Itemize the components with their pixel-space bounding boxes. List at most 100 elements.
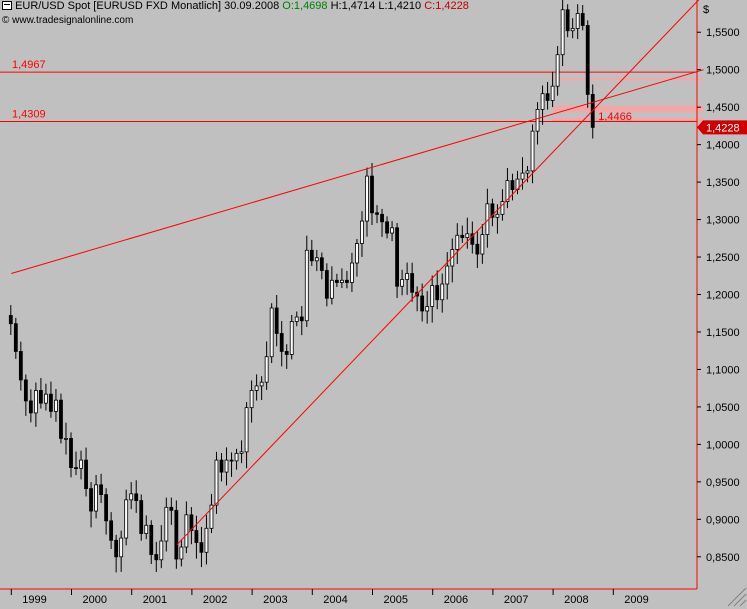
candle-body	[560, 9, 565, 56]
candle-5	[33, 382, 38, 427]
candle-82	[420, 283, 425, 322]
candle-54	[279, 321, 284, 367]
candle-body	[284, 351, 289, 355]
candle-body	[445, 265, 450, 285]
candle-body	[575, 13, 580, 29]
candle-29	[154, 541, 159, 573]
candle-body	[274, 307, 279, 334]
x-tick-label: 2002	[203, 594, 227, 606]
candle-26	[139, 494, 144, 541]
candle-body	[480, 234, 485, 255]
candle-39	[204, 514, 209, 565]
grip-line	[739, 599, 747, 607]
candle-body	[264, 356, 269, 383]
candle-44	[229, 452, 234, 477]
candle-34	[179, 539, 184, 567]
horizontal-lines: 1,4967 1,4309	[0, 59, 697, 122]
candle-body	[289, 321, 294, 355]
candle-83	[425, 291, 430, 324]
zone-1	[553, 105, 704, 113]
candle-body	[169, 506, 174, 511]
candle-64	[329, 266, 334, 305]
candle-99	[505, 167, 510, 209]
candle-body	[370, 175, 374, 214]
candle-76	[390, 221, 394, 242]
candle-body	[339, 279, 344, 283]
candle-body	[84, 459, 88, 489]
candle-body	[355, 243, 359, 264]
candle-body	[309, 249, 314, 262]
candle-1	[13, 317, 18, 359]
candle-109	[555, 46, 560, 96]
candle-body	[89, 488, 93, 512]
candle-body	[545, 93, 550, 101]
high-label: H:	[330, 0, 342, 12]
candle-2	[18, 341, 23, 391]
candle-14	[79, 450, 83, 480]
y-tick-label: 1,2500	[706, 252, 740, 264]
candle-body	[129, 493, 134, 501]
y-tick-label: 1,4500	[706, 102, 740, 114]
grip-line	[733, 593, 747, 607]
candle-body	[410, 273, 415, 293]
candle-35	[184, 501, 189, 554]
x-tick-label: 2005	[384, 594, 408, 606]
candle-body	[380, 213, 384, 223]
candle-94	[480, 224, 485, 264]
candle-43	[224, 447, 229, 486]
x-tick-label: 1999	[22, 594, 46, 606]
y-tick-label: 1,0000	[706, 439, 740, 451]
candle-body	[525, 170, 530, 174]
candle-body	[13, 323, 18, 352]
candle-body	[239, 451, 244, 454]
candle-4	[28, 389, 33, 423]
low-value: 1,4210	[387, 0, 422, 12]
candle-105	[535, 102, 540, 145]
candle-10	[59, 393, 63, 444]
candle-body	[33, 390, 38, 414]
candle-46	[239, 440, 244, 464]
candle-body	[565, 9, 570, 32]
candle-77	[395, 222, 399, 298]
candle-91	[465, 217, 470, 249]
candle-51	[264, 341, 269, 390]
candle-body	[194, 530, 199, 543]
candle-97	[495, 204, 500, 234]
candle-body	[329, 279, 334, 299]
candle-body	[319, 257, 324, 271]
candle-81	[415, 286, 420, 312]
candle-72	[370, 163, 374, 225]
candle-body	[475, 243, 480, 255]
candle-body	[179, 546, 184, 560]
candle-112	[570, 18, 575, 39]
candle-body	[119, 537, 124, 558]
candle-body	[259, 381, 264, 387]
candle-61	[314, 249, 319, 272]
trendline-1	[176, 0, 700, 546]
candle-69	[355, 238, 359, 277]
x-tick-label: 2003	[263, 594, 287, 606]
source-watermark: © www.tradesignalonline.com	[2, 15, 133, 26]
candle-57	[294, 311, 299, 327]
candle-body	[49, 393, 53, 412]
x-tick-label: 2008	[564, 594, 588, 606]
candle-49	[254, 374, 259, 401]
candle-103	[525, 165, 530, 183]
y-tick-label: 1,5000	[706, 65, 740, 77]
candle-body	[184, 514, 189, 548]
candle-body	[279, 333, 284, 352]
candle-body	[490, 203, 495, 218]
candle-24	[129, 482, 134, 510]
trendline-0	[11, 69, 704, 275]
candle-body	[18, 351, 23, 381]
resize-grip-icon	[727, 587, 747, 607]
candle-59	[304, 235, 309, 327]
candle-body	[214, 459, 219, 506]
candle-body	[365, 175, 369, 222]
candle-body	[54, 399, 58, 412]
x-tick-label: 2006	[444, 594, 468, 606]
current-price-label: 1,4228	[706, 122, 740, 134]
candle-12	[69, 432, 73, 478]
open-value: 1,4698	[293, 0, 328, 12]
candle-78	[400, 269, 405, 296]
